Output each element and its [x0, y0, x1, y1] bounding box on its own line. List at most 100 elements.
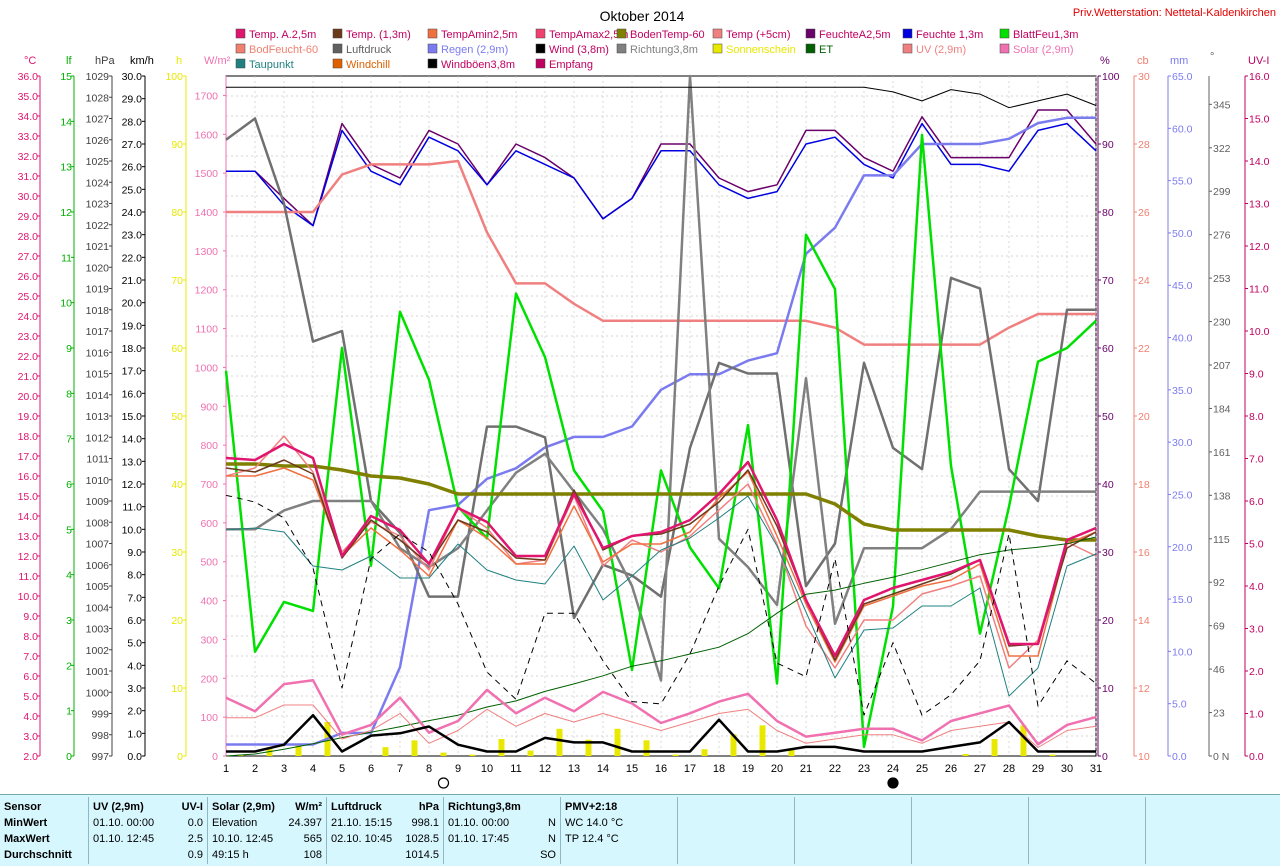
axis-tick-label: 100 — [200, 712, 218, 724]
sunshine-bar — [556, 728, 563, 756]
legend-label: Temp (+5cm) — [726, 29, 791, 41]
pmv-header: PMV+2:18 — [565, 801, 618, 813]
axis-tick-label: 23.0 — [18, 331, 39, 343]
press-max-value: 1028.5 — [405, 833, 439, 845]
dir-avg-value: SO — [540, 849, 556, 861]
axis-tick-label: 40 — [171, 479, 183, 491]
axis-tick-label: 90 — [171, 139, 183, 151]
axis-tick-label: 29.0 — [18, 211, 39, 223]
axis-tick-label: 20 — [1102, 615, 1114, 627]
axis-tick-label: 92 — [1213, 577, 1225, 589]
axis-tick-label: 900 — [200, 401, 218, 413]
stats-direction: Richtung3,8m 01.10. 00:00 N 01.10. 17:45 N… — [444, 797, 561, 864]
legend-swatch — [427, 28, 438, 39]
axis-tick-label: 69 — [1213, 621, 1225, 633]
axis-tick-label: 14.0 — [1249, 156, 1270, 168]
axis-tick-label: 8.0 — [23, 631, 38, 643]
axis-tick-label: 25.0 — [1172, 489, 1193, 501]
axis-tick-label: 100 — [1102, 71, 1120, 83]
axis-tick-label: 700 — [200, 479, 218, 491]
axis-tick-label: 14.0 — [18, 511, 39, 523]
axis-tick-label: 12 — [60, 207, 72, 219]
legend-label: Richtung3,8m — [630, 44, 698, 56]
axis-tick-label: 7 — [66, 434, 72, 446]
axis-tick-label: 8.0 — [127, 570, 142, 582]
axis-tick-label: 1400 — [195, 207, 219, 219]
uv-max-value: 2.5 — [187, 833, 203, 845]
axis-tick-label: 10.0 — [18, 591, 39, 603]
legend-swatch — [999, 43, 1010, 54]
axis-tick-label: 1019 — [86, 284, 110, 296]
stats-labels: Sensor MinWert MaxWert Durchschnitt — [0, 797, 89, 864]
legend-label: FeuchteA2,5m — [819, 29, 891, 41]
axis-tick-label: 13.0 — [122, 456, 143, 468]
axis-tick-label: 29.0 — [122, 94, 143, 106]
x-tick-label: 4 — [310, 763, 316, 775]
axis-tick-label: 14.0 — [122, 434, 143, 446]
legend-swatch — [332, 28, 343, 39]
legend-label: Feuchte 1,3m — [916, 29, 983, 41]
dir-max-value: N — [548, 833, 556, 845]
x-tick-label: 20 — [771, 763, 783, 775]
axis-tick-label: 7.0 — [23, 651, 38, 663]
x-tick-label: 2 — [252, 763, 258, 775]
axis-tick-label: 30.0 — [18, 191, 39, 203]
x-tick-label: 5 — [339, 763, 345, 775]
axis-tick-label: 1012 — [86, 432, 110, 444]
axis-tick-label: 0.0 — [127, 751, 142, 763]
axis-tick-label: 55.0 — [1172, 176, 1193, 188]
axis-tick-label: 15.0 — [1249, 114, 1270, 126]
sunshine-bar — [643, 740, 650, 756]
uv-header: UV (2,9m) — [93, 801, 144, 813]
x-tick-label: 24 — [887, 763, 899, 775]
axis-tick-label: 999 — [91, 709, 109, 721]
axis-tick-label: 8 — [66, 388, 72, 400]
stats-uv: UV (2,9m) UV-I 01.10. 00:00 0.0 01.10. 12:… — [89, 797, 208, 864]
sunshine-bar — [730, 734, 737, 756]
axis-tick-label: 90 — [1102, 139, 1114, 151]
stats-empty-3 — [912, 797, 1029, 864]
axis-tick-label: 13 — [60, 162, 72, 174]
pmv-windchill: WC 14.0 °C — [565, 817, 624, 829]
axis-tick-label: 15.0 — [122, 411, 143, 423]
axis-tick-label: 70 — [1102, 275, 1114, 287]
axis-tick-label: 24.0 — [122, 207, 143, 219]
axis-tick-label: 31.0 — [18, 171, 39, 183]
sunshine-bar — [1049, 754, 1056, 756]
axis-tick-label: 800 — [200, 440, 218, 452]
sunshine-bar — [411, 740, 418, 756]
axis-tick-label: 1100 — [195, 324, 218, 336]
moon-new-icon — [887, 777, 899, 789]
sunshine-bar — [788, 749, 795, 756]
axis-tick-label: 4.0 — [1249, 581, 1264, 593]
x-tick-label: 13 — [568, 763, 580, 775]
solar-min-value: 24.397 — [288, 817, 322, 829]
axis-tick-label: 1000 — [195, 362, 219, 374]
uvi-header: UV-I — [181, 801, 203, 813]
axis-tick-label: 11.0 — [1249, 284, 1269, 296]
x-tick-label: 29 — [1032, 763, 1044, 775]
legend-label: BodenTemp-60 — [630, 29, 705, 41]
axis-tick-label: 26.0 — [122, 162, 143, 174]
axis-tick-label: 8.0 — [1249, 411, 1264, 423]
moon-full-icon — [437, 777, 450, 789]
axis-tick-label: 0 — [66, 751, 72, 763]
axis-tick-label: 997 — [91, 751, 109, 763]
axis-tick-label: 400 — [200, 596, 218, 608]
axis-unit-label: °C — [24, 55, 36, 67]
series-line-solar-2-9m- — [225, 678, 1097, 746]
legend-label: Empfang — [549, 59, 593, 71]
series-line-temp-a-2-5m — [225, 442, 1097, 658]
series-line-uv-2-9m- — [226, 704, 1097, 748]
x-tick-label: 11 — [510, 763, 521, 775]
legend-swatch — [712, 28, 723, 39]
axis-tick-label: 6.0 — [1249, 496, 1264, 508]
axis-tick-label: 10.0 — [1172, 646, 1193, 658]
axis-tick-label: 0.0 — [1172, 751, 1187, 763]
axis-tick-label: 11.0 — [122, 502, 142, 514]
axis-tick-label: 19.0 — [122, 320, 143, 332]
pmv-dewpoint: TP 12.4 °C — [565, 833, 619, 845]
legend-label: Taupunkt — [249, 59, 294, 71]
legend-swatch — [616, 28, 627, 39]
axis-tick-label: 17.0 — [18, 451, 39, 463]
